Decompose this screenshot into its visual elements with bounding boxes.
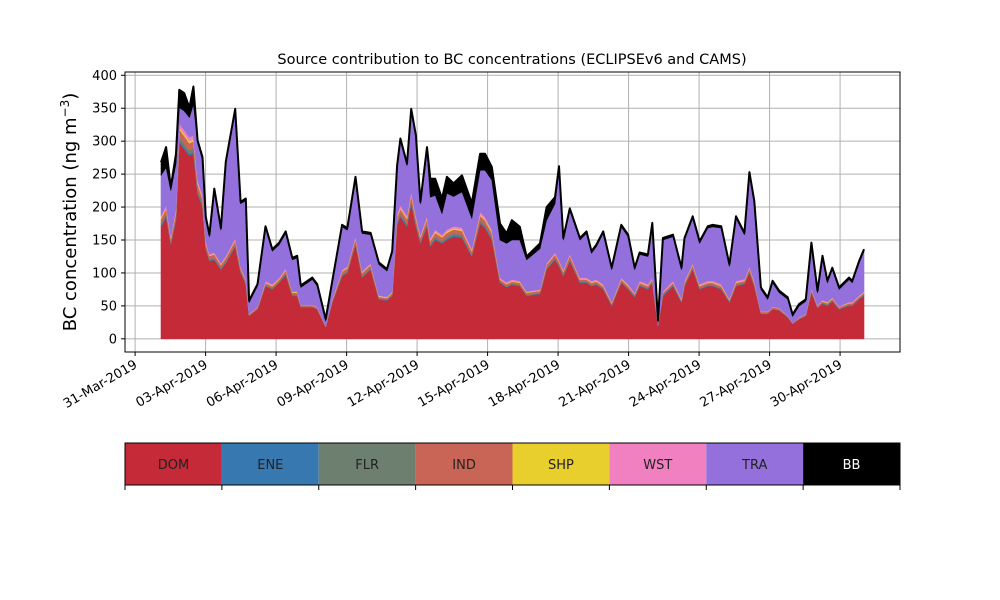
y-tick-label: 200 [92, 201, 117, 216]
legend-swatch-ene [221, 443, 319, 485]
legend-label-shp: SHP [548, 458, 574, 473]
legend-swatch-bb [803, 443, 900, 485]
legend-label-ene: ENE [257, 458, 283, 473]
y-axis-ticks: 0 50 100 150 200 250 300 350 400 [92, 69, 125, 347]
legend-swatch-ind [415, 443, 513, 485]
x-tick-label: 15-Apr-2019 [415, 357, 492, 410]
y-axis-label-main: BC concentration (ng m [60, 117, 81, 331]
legend-label-tra: TRA [741, 458, 767, 473]
plot-frame [124, 71, 901, 353]
legend-label-dom: DOM [158, 458, 189, 473]
legend-swatch-tra [706, 443, 804, 485]
legend-swatch-dom [125, 443, 222, 485]
legend-label-ind: IND [452, 458, 476, 473]
y-tick-label: 100 [92, 266, 117, 281]
legend-label-wst: WST [643, 458, 672, 473]
legend-label-flr: FLR [355, 458, 379, 473]
legend-swatch-wst [609, 443, 707, 485]
total-outline-line [160, 85, 865, 322]
x-tick-label: 21-Apr-2019 [556, 357, 633, 410]
legend-swatch-flr [318, 443, 416, 485]
chart-title: Source contribution to BC concentrations… [277, 52, 746, 68]
x-tick-label: 27-Apr-2019 [697, 357, 774, 410]
y-tick-label: 350 [92, 102, 117, 117]
x-axis-ticks: 31-Mar-201903-Apr-201906-Apr-201909-Apr-… [61, 352, 845, 412]
x-tick-label: 18-Apr-2019 [486, 357, 563, 410]
x-tick-label: 31-Mar-2019 [61, 357, 140, 411]
x-tick-label: 09-Apr-2019 [274, 357, 351, 410]
legend-label-bb: BB [843, 458, 861, 473]
x-tick-label: 03-Apr-2019 [133, 357, 210, 410]
y-tick-label: 150 [92, 234, 117, 249]
y-axis-label: BC concentration (ng m−3) [58, 93, 81, 332]
x-tick-label: 24-Apr-2019 [627, 357, 704, 410]
y-axis-label-end: ) [60, 93, 81, 100]
y-tick-label: 300 [92, 135, 117, 150]
x-tick-label: 30-Apr-2019 [768, 357, 845, 410]
x-tick-label: 06-Apr-2019 [204, 357, 281, 410]
y-axis-label-superscript: −3 [58, 100, 72, 118]
y-tick-label: 0 [109, 332, 117, 347]
y-tick-label: 250 [92, 168, 117, 183]
y-tick-label: 50 [100, 299, 117, 314]
legend-swatch-shp [512, 443, 610, 485]
legend-colorbar: DOM ENE FLR IND SHP WST TRA BB [124, 442, 901, 490]
y-tick-label: 400 [92, 69, 117, 84]
x-tick-label: 12-Apr-2019 [345, 357, 422, 410]
stacked-areas [160, 85, 865, 340]
